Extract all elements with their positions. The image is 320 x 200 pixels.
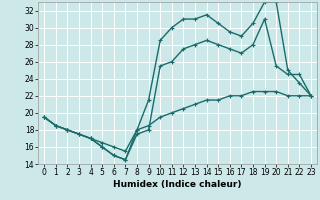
X-axis label: Humidex (Indice chaleur): Humidex (Indice chaleur) (113, 180, 242, 189)
